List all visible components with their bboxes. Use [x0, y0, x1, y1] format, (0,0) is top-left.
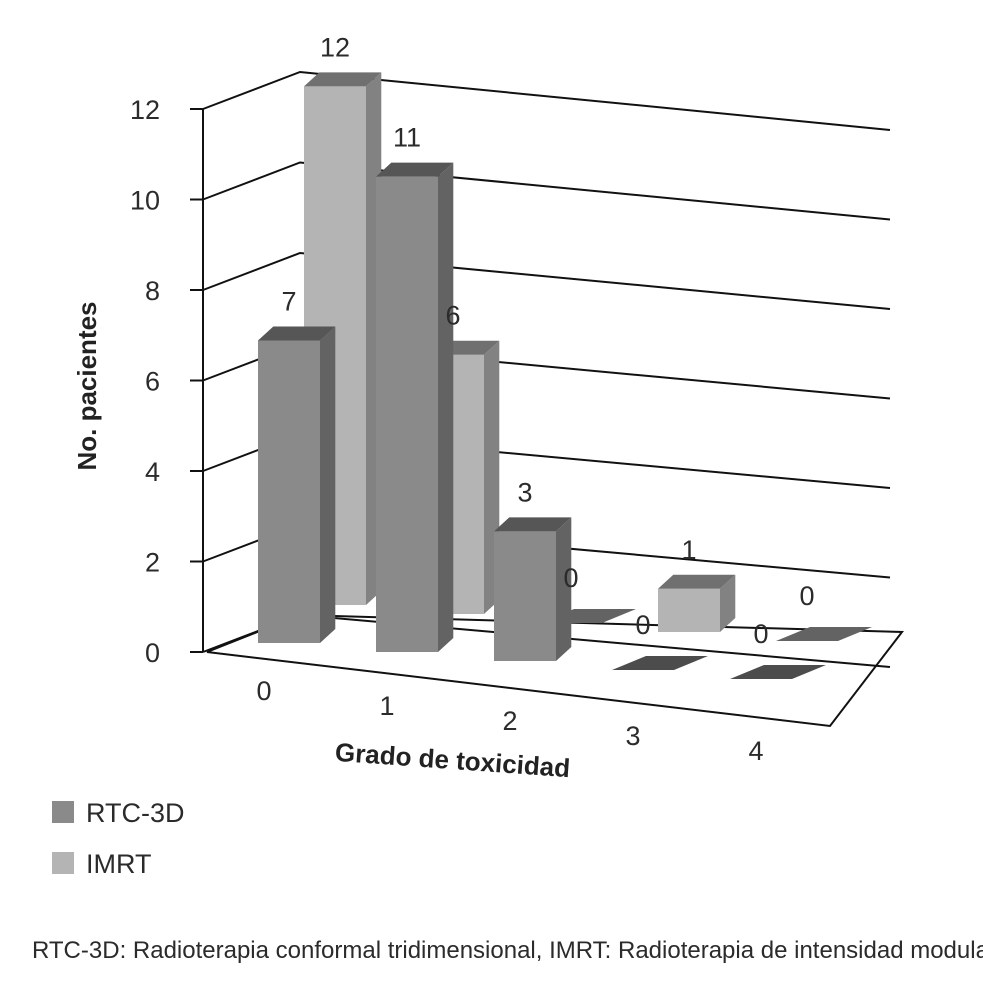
bar-imrt-cat-4: [776, 627, 872, 641]
data-labels: 12 7 6 11 0 3 1 0 0 0: [281, 32, 814, 649]
bar-rtc-3d-cat-0-front: [258, 340, 320, 643]
bar-rtc-3d-cat-1-top: [376, 162, 454, 177]
bar-rtc-3d-cat-2-top: [494, 517, 572, 532]
x-tick-label: 3: [625, 721, 640, 751]
bar-rtc-3d-cat-3-top: [612, 656, 708, 670]
legend-label-rtc-3d: RTC-3D: [86, 798, 185, 828]
legend-swatch-imrt: [52, 852, 74, 874]
bar-rtc-3d-cat-0-top: [258, 326, 336, 341]
x-tick-label: 4: [748, 736, 763, 766]
x-tick-label: 0: [256, 676, 271, 706]
data-label-rtc-3d-cat-0: 7: [281, 287, 296, 317]
bar-rtc-3d-cat-1-front: [376, 176, 438, 652]
y-tick-labels: 0 2 4 6 8 10 12: [130, 95, 160, 668]
bar-rtc-3d-cat-3: [612, 656, 708, 670]
bars: [258, 72, 872, 679]
bar-imrt-cat-3-side: [720, 574, 736, 632]
bar-imrt-cat-3-front: [658, 588, 720, 632]
bar-rtc-3d-cat-1: [376, 162, 454, 652]
data-label-rtc-3d-cat-4: 0: [753, 619, 768, 649]
y-tick-label: 8: [145, 276, 160, 306]
bar-rtc-3d-cat-0-side: [320, 326, 336, 643]
y-tick-label: 10: [130, 186, 160, 216]
x-tick-labels: 0 1 2 3 4: [256, 676, 763, 766]
gridline: [202, 251, 891, 310]
bar-rtc-3d-cat-2-side: [556, 517, 572, 661]
bar-rtc-3d-cat-0: [258, 326, 336, 643]
bar-rtc-3d-cat-2-front: [494, 531, 556, 661]
gridline: [202, 70, 891, 131]
data-label-imrt-cat-1: 6: [445, 301, 460, 331]
bar-imrt-cat-0-top: [304, 72, 382, 87]
y-tick-label: 12: [130, 95, 160, 125]
bar-rtc-3d-cat-4-top: [730, 665, 826, 679]
bar-rtc-3d-cat-1-side: [438, 162, 454, 652]
bar-imrt-cat-3: [658, 574, 736, 632]
y-tick-label: 0: [145, 638, 160, 668]
bar-rtc-3d-cat-2: [494, 517, 572, 661]
data-label-rtc-3d-cat-1: 11: [393, 123, 421, 153]
legend: RTC-3D IMRT: [52, 798, 185, 879]
x-tick-label: 2: [502, 706, 517, 736]
bar-imrt-cat-3-top: [658, 574, 736, 589]
data-label-rtc-3d-cat-3: 0: [635, 610, 650, 640]
x-axis-title: Grado de toxicidad: [334, 737, 571, 783]
data-label-imrt-cat-2: 0: [563, 563, 578, 593]
y-tick-label: 6: [145, 367, 160, 397]
legend-label-imrt: IMRT: [86, 849, 152, 879]
data-label-rtc-3d-cat-2: 3: [517, 477, 532, 507]
y-tick-label: 2: [145, 548, 160, 578]
data-label-imrt-cat-3: 1: [681, 535, 696, 565]
y-tick-label: 4: [145, 457, 160, 487]
bar-imrt-cat-4-top: [776, 627, 872, 641]
data-label-imrt-cat-0: 12: [320, 32, 350, 62]
x-tick-label: 1: [379, 691, 394, 721]
footnote: RTC-3D: Radioterapia conformal tridimens…: [32, 937, 983, 964]
bar-rtc-3d-cat-4: [730, 665, 826, 679]
data-label-imrt-cat-4: 0: [799, 581, 814, 611]
gridline: [202, 161, 891, 221]
y-axis-title: No. pacientes: [72, 301, 102, 470]
legend-swatch-rtc-3d: [52, 801, 74, 823]
